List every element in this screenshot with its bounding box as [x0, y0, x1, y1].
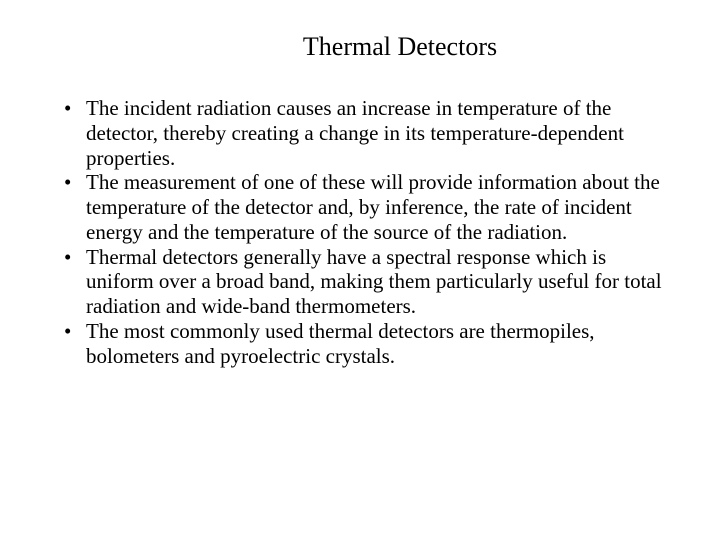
bullet-item: Thermal detectors generally have a spect…	[56, 245, 664, 319]
slide-container: Thermal Detectors The incident radiation…	[0, 0, 720, 540]
slide-title: Thermal Detectors	[136, 32, 664, 62]
bullet-item: The measurement of one of these will pro…	[56, 170, 664, 244]
bullet-item: The most commonly used thermal detectors…	[56, 319, 664, 369]
bullet-list: The incident radiation causes an increas…	[56, 96, 664, 368]
bullet-item: The incident radiation causes an increas…	[56, 96, 664, 170]
